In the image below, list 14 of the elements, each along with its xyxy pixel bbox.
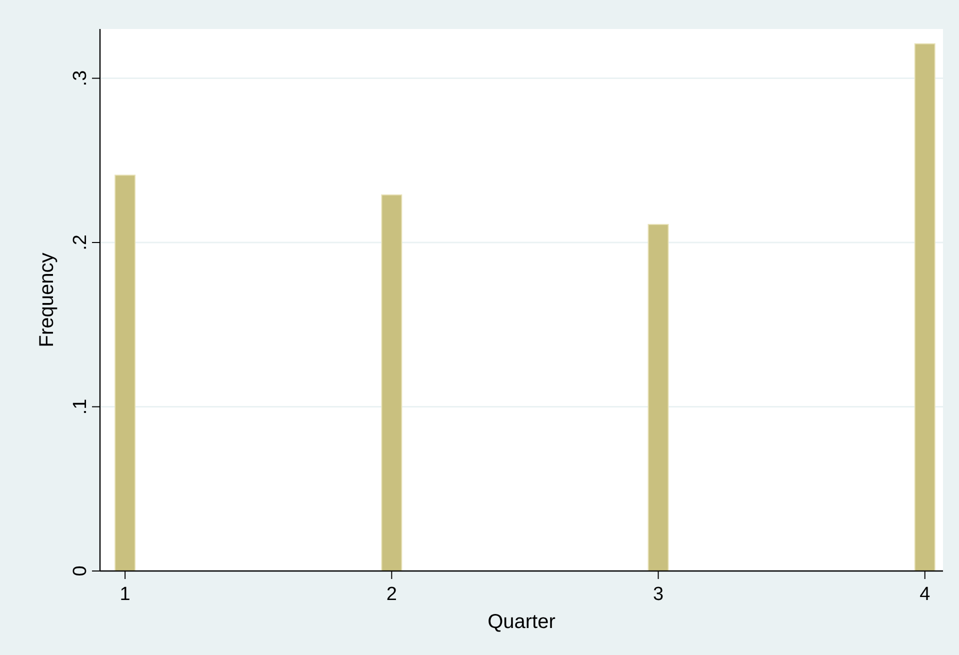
- x-tick-label: 2: [386, 584, 397, 605]
- x-axis-title: Quarter: [488, 611, 556, 633]
- x-tick-label: 3: [652, 584, 664, 605]
- bar: [114, 174, 136, 572]
- y-tick-label: .2: [70, 234, 91, 250]
- bar: [648, 224, 669, 572]
- bar: [914, 43, 936, 572]
- bar: [381, 194, 402, 572]
- y-axis-title: Frequency: [36, 252, 58, 348]
- x-tick-label: 4: [920, 584, 931, 605]
- y-tick-label: .3: [70, 70, 91, 86]
- y-tick-label: 0: [70, 566, 91, 576]
- x-tick-label: 1: [120, 584, 130, 605]
- y-tick-label: .1: [70, 398, 91, 415]
